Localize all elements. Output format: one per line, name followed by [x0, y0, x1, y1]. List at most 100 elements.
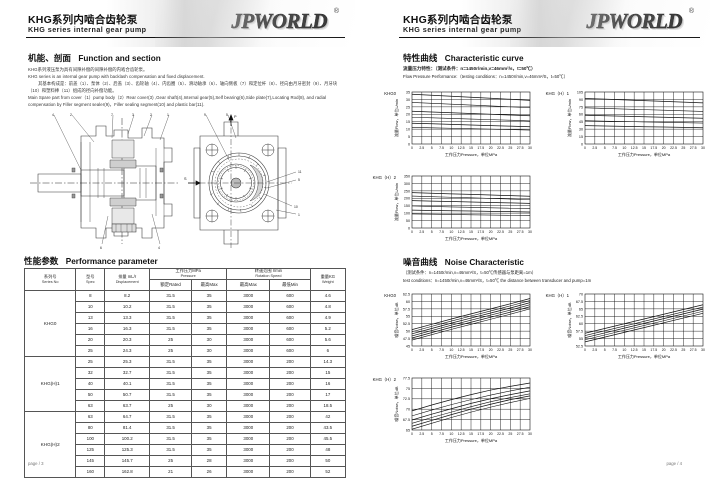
y-tick-label: 60 [406, 300, 410, 304]
svg-text:5: 5 [226, 113, 228, 117]
table-head: 系列号 Series No 型号 Spec 排量 mL/r Displaceme… [23, 268, 347, 291]
perf-title-en: Performance parameter [65, 257, 158, 266]
x-axis-label: 工作压力Pressure，单位MPa [618, 151, 671, 157]
th-series: 系列号 Series No [23, 268, 77, 291]
table-row: 16 16.3 31.5 35 3000 600 5.2 [25, 323, 347, 335]
chart-series-line [584, 120, 704, 124]
table-cell-pressure-max: 35 [191, 378, 228, 390]
table-cell-type: 32 [75, 367, 106, 379]
x-tick-label: 20 [489, 230, 493, 234]
y-tick-label: 50 [406, 330, 410, 334]
body-line-3: 其基本构成是：前盖（1）、泵体（2）、后盖（3）、齿轮轴（4）、内齿圈（5）、滑… [28, 81, 338, 94]
function-section-title: 机能、剖面 Function and section [28, 52, 161, 64]
right-page: KHG系列内啮合齿轮泵 KHG series internal gear pum… [355, 0, 710, 473]
chart-series-line [584, 114, 704, 119]
x-tick-label: 20 [662, 146, 666, 150]
y-tick-label: 52.5 [403, 322, 410, 326]
chart-name-label: KHG（H）2 [373, 377, 397, 382]
table-cell-type: 25 [75, 356, 106, 368]
svg-text:10: 10 [294, 205, 298, 209]
performance-table-title: 性能参数 Performance parameter [24, 255, 158, 267]
table-cell-displacement: 162.8 [104, 466, 151, 478]
table-cell-speed-min: 200 [269, 444, 311, 456]
table-cell-pressure-rated: 31.5 [149, 290, 193, 302]
y-tick-label: 45 [579, 120, 583, 124]
y-tick-label: 0 [408, 142, 410, 146]
table-cell-speed-max: 3000 [226, 378, 271, 390]
x-tick-label: 27.5 [517, 348, 524, 352]
x-tick-label: 2.5 [592, 348, 597, 352]
x-tick-label: 15 [469, 432, 473, 436]
table-cell-displacement: 125.3 [104, 444, 151, 456]
table-cell-speed-max: 3000 [226, 290, 271, 302]
y-tick-label: 150 [404, 204, 410, 208]
table-cell-weight: 18.5 [309, 400, 347, 412]
chart-name-label: KHG（H）1 [546, 293, 570, 298]
chart-name-label: KHG（H）2 [373, 175, 397, 180]
table-cell-speed-min: 600 [269, 345, 311, 357]
x-tick-label: 0 [411, 432, 413, 436]
table-cell-pressure-rated: 31.5 [149, 422, 193, 434]
x-tick-label: 30 [701, 146, 705, 150]
x-tick-label: 15 [469, 146, 473, 150]
svg-text:4: 4 [158, 246, 160, 250]
x-tick-label: 27.5 [517, 146, 524, 150]
performance-parameter-table: 系列号 Series No 型号 Spec 排量 mL/r Displaceme… [23, 268, 347, 478]
x-tick-label: 0 [584, 348, 586, 352]
table-cell-speed-min: 200 [269, 389, 311, 401]
table-cell-displacement: 25.3 [104, 356, 151, 368]
chart-series-line [411, 390, 531, 421]
x-tick-label: 5 [604, 146, 606, 150]
svg-text:9: 9 [204, 113, 206, 117]
y-tick-label: 67.5 [403, 418, 410, 422]
x-tick-label: 27.5 [690, 146, 697, 150]
svg-text:5: 5 [298, 178, 300, 182]
y-tick-label: 50 [406, 219, 410, 223]
body-line-1: KHG系列液压泵为具有间隙补偿的间隙补偿的内啮合齿轮泵。 [28, 67, 148, 72]
svg-text:S: S [184, 177, 187, 181]
x-tick-label: 25 [681, 146, 685, 150]
x-tick-label: 7.5 [439, 348, 444, 352]
svg-text:2: 2 [150, 113, 152, 117]
chart-series-line [584, 310, 704, 341]
svg-text:1: 1 [167, 113, 169, 117]
table-cell-displacement: 145.7 [104, 455, 151, 467]
table-cell-pressure-max: 30 [191, 345, 228, 357]
y-tick-label: 60 [579, 322, 583, 326]
header-title-cn-right: KHG系列内啮合齿轮泵 [403, 14, 513, 26]
table-cell-weight: 4.9 [309, 312, 347, 324]
x-tick-label: 0 [411, 230, 413, 234]
table-cell-speed-min: 200 [269, 367, 311, 379]
table-cell-speed-min: 200 [269, 466, 311, 478]
x-tick-label: 10 [622, 348, 626, 352]
table-row: KHG0 8 8.2 31.5 35 3000 600 4.6 [23, 290, 347, 357]
function-title-cn: 机能、剖面 [28, 53, 71, 63]
table-cell-speed-max: 3000 [226, 400, 271, 412]
table-cell-weight: 15 [309, 367, 347, 379]
table-cell-speed-min: 600 [269, 323, 311, 335]
x-tick-label: 5 [604, 348, 606, 352]
chart-series-line [584, 312, 704, 343]
x-tick-label: 12.5 [458, 432, 465, 436]
y-tick-label: 0 [581, 142, 583, 146]
x-tick-label: 15 [469, 348, 473, 352]
table-row: 63 63.7 25 30 3000 200 18.5 [25, 400, 347, 412]
table-cell-type: 63 [75, 411, 106, 423]
x-tick-label: 12.5 [458, 230, 465, 234]
chart-noise-khg-h-2: KHG（H）2 0 2.5 5 7.5 10 12.5 15 17.5 20 22.5 25 27.5 3… [360, 368, 554, 455]
table-cell-pressure-max: 26 [191, 466, 228, 478]
y-tick-label: 52.5 [576, 344, 583, 348]
table-cell-pressure-max: 35 [191, 290, 228, 302]
left-page: KHG系列内啮合齿轮泵 KHG series internal gear pum… [0, 0, 355, 478]
table-cell-pressure-max: 35 [191, 389, 228, 401]
table-cell-speed-max: 3000 [226, 444, 271, 456]
x-tick-label: 7.5 [439, 432, 444, 436]
table-cell-pressure-max: 35 [191, 312, 228, 324]
svg-text:2: 2 [70, 113, 72, 117]
table-cell-speed-max: 3000 [226, 466, 271, 478]
th-speed-group: 转速范围 r/min Rotation Speed [226, 268, 311, 280]
y-tick-label: 65 [579, 307, 583, 311]
svg-text:1: 1 [298, 213, 300, 217]
chart-series-line [584, 107, 704, 112]
th-weight-en: Weight [321, 279, 334, 284]
